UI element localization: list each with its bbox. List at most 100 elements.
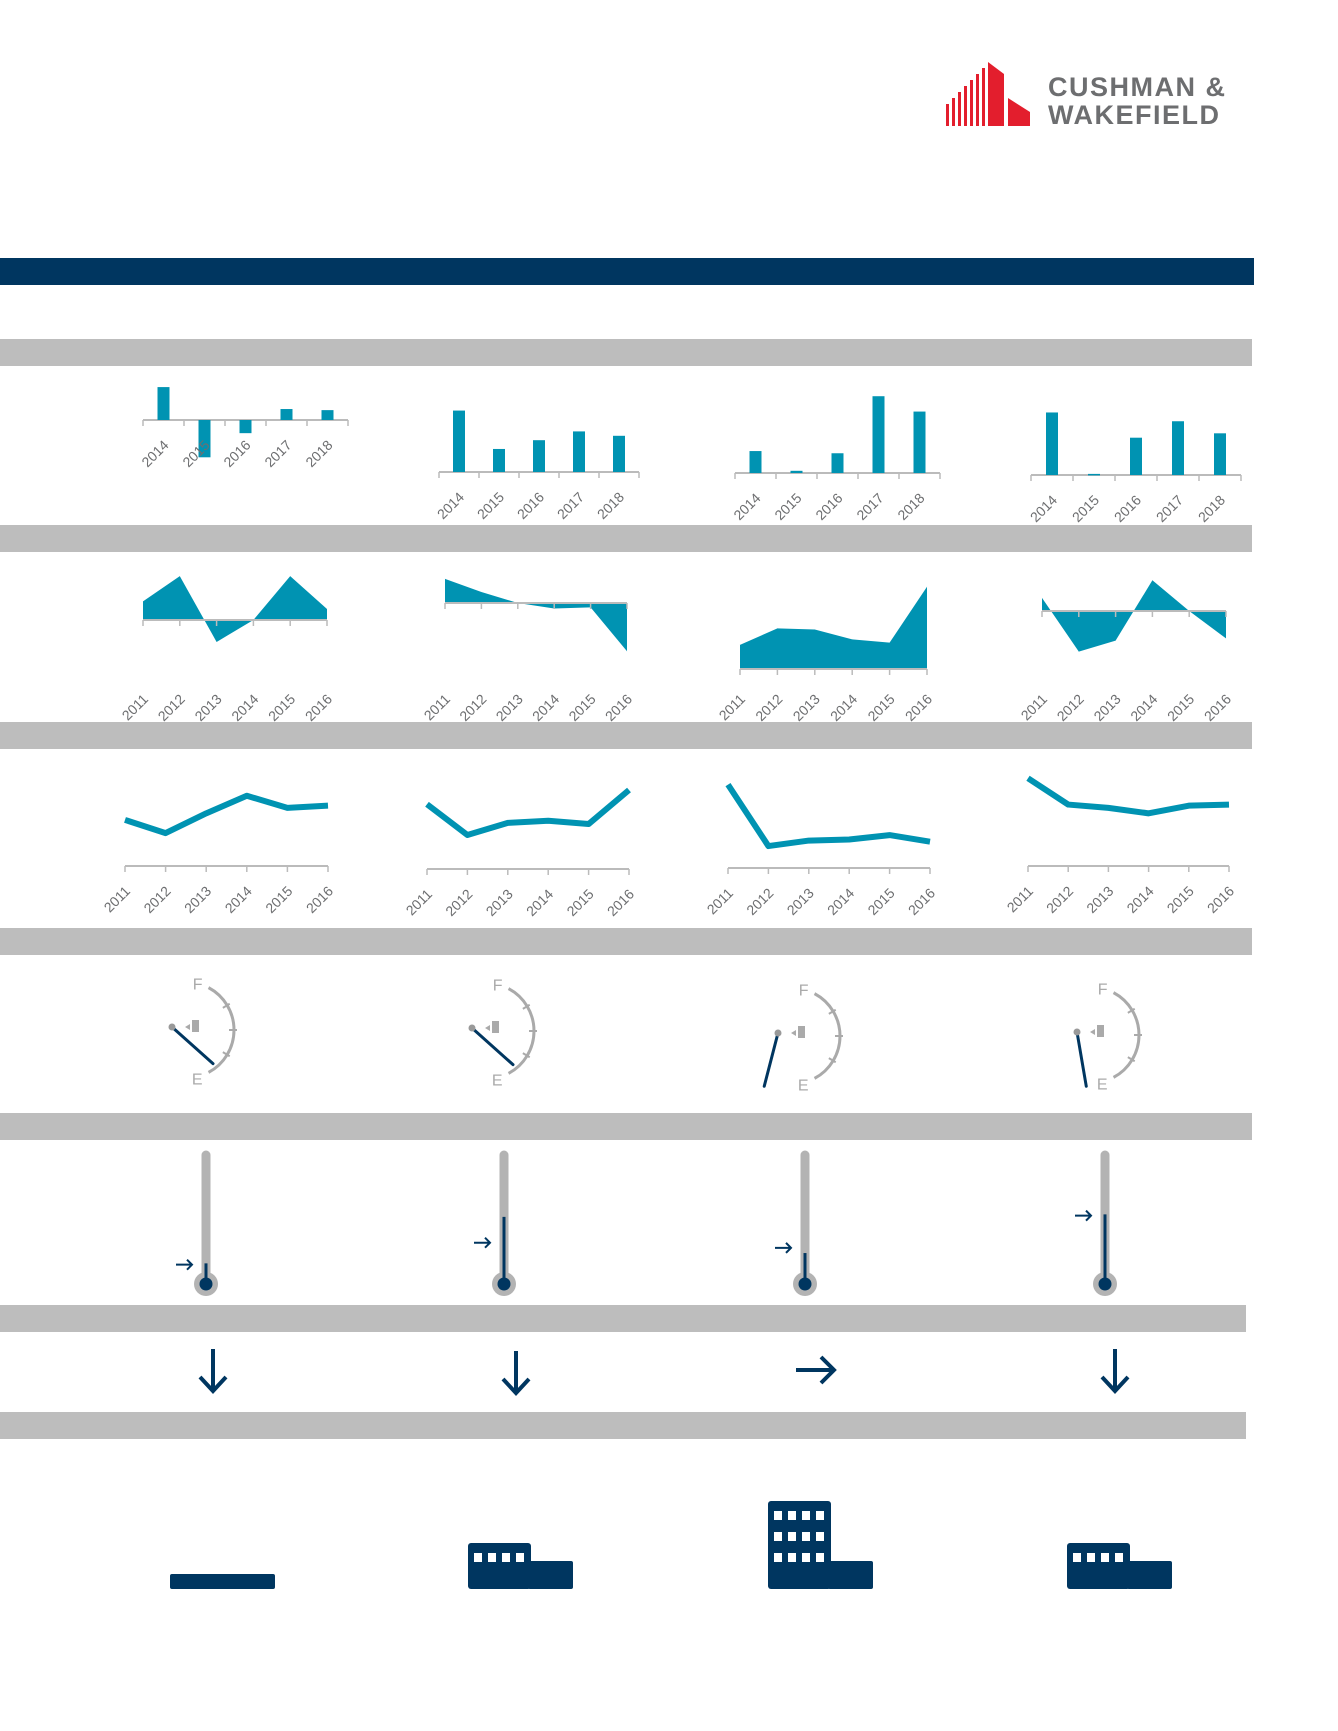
gauge-tick	[522, 1052, 531, 1059]
x-tick-label: 2014	[827, 691, 860, 724]
x-tick-label: 2016	[905, 885, 938, 918]
x-tick-label: 2015	[1164, 691, 1197, 724]
bar-2014	[1046, 412, 1058, 475]
bar-2017	[872, 396, 885, 473]
bar-2018	[321, 410, 334, 420]
building-icon-2	[468, 1543, 573, 1589]
bar-2016	[1130, 437, 1142, 475]
gauge-pivot	[168, 1023, 176, 1031]
thermometer-marker-arrow-icon	[1075, 1209, 1093, 1222]
thermometer-icon-2	[474, 1150, 516, 1296]
fuel-pump-icon	[1090, 1025, 1104, 1037]
trend-arrow-down-icon	[1100, 1349, 1130, 1394]
x-tick-label: 2013	[1083, 883, 1116, 916]
x-tick-label: 2012	[743, 885, 776, 918]
x-tick-label: 2016	[303, 883, 336, 916]
pump-body	[798, 1026, 805, 1038]
building-tower	[768, 1501, 831, 1589]
bar-2018	[1214, 433, 1226, 475]
bar-2015	[790, 470, 803, 473]
x-tick-label: 2011	[716, 691, 749, 724]
gauge-full-label: F	[799, 983, 809, 1000]
bar-2018	[913, 411, 926, 473]
x-tick-label: 2014	[523, 886, 556, 919]
line-series-1	[124, 792, 329, 837]
gauge-tick	[828, 1057, 837, 1064]
building-window	[488, 1553, 496, 1562]
x-tick-label: 2012	[456, 691, 489, 724]
x-tick-label: 2013	[493, 691, 526, 724]
bar-tick-label: 2014	[730, 490, 763, 523]
x-tick-label: 2014	[824, 885, 857, 918]
pump-body	[492, 1021, 499, 1033]
x-tick-label: 2011	[704, 885, 737, 918]
bar-tick-label: 2017	[554, 489, 587, 522]
fuel-gauge-3: FE	[762, 983, 843, 1094]
thermometer-icon-1	[176, 1150, 218, 1296]
x-tick-label: 2011	[403, 886, 436, 919]
logo-text-line2: WAKEFIELD	[1048, 100, 1221, 130]
x-tick-label: 2013	[1090, 691, 1123, 724]
bar-2016	[239, 420, 252, 434]
gauge-empty-label: E	[492, 1072, 503, 1089]
gauge-needle	[470, 1026, 515, 1067]
x-tick-label: 2012	[140, 883, 173, 916]
x-tick-label: 2012	[442, 886, 475, 919]
building-window	[816, 1511, 824, 1520]
bar-2015	[1088, 473, 1100, 476]
section-band-5	[0, 1113, 1252, 1140]
building-window	[774, 1532, 782, 1541]
x-tick-label: 2014	[529, 691, 562, 724]
gauge-tick	[1127, 1056, 1136, 1063]
thermometer-marker-arrow-icon	[176, 1258, 194, 1271]
building-base	[170, 1574, 275, 1589]
bar-2014	[453, 410, 465, 472]
x-tick-label: 2015	[563, 886, 596, 919]
bar-tick-label: 2016	[220, 437, 253, 470]
gauge-tick	[1127, 1007, 1136, 1014]
x-tick-label: 2013	[790, 691, 823, 724]
bar-tick-label: 2014	[1027, 492, 1060, 525]
x-tick-label: 2016	[302, 691, 335, 724]
building-tower	[468, 1543, 531, 1589]
x-tick-label: 2013	[784, 885, 817, 918]
header-band	[0, 258, 1254, 285]
x-tick-label: 2016	[604, 886, 637, 919]
x-tick-label: 2015	[864, 885, 897, 918]
bar-tick-label: 2016	[514, 489, 547, 522]
area-series-1	[143, 576, 327, 642]
building-window	[788, 1511, 796, 1520]
x-tick-label: 2015	[864, 691, 897, 724]
building-window	[802, 1511, 810, 1520]
gauge-needle	[762, 1031, 780, 1088]
trend-arrow-down-icon	[198, 1349, 228, 1394]
x-tick-label: 2011	[1004, 883, 1037, 916]
x-tick-label: 2012	[155, 691, 188, 724]
bar-2014	[157, 387, 170, 420]
x-tick-label: 2011	[1018, 691, 1051, 724]
x-tick-label: 2011	[421, 691, 454, 724]
building-wing	[1127, 1561, 1172, 1589]
section-band-4	[0, 928, 1252, 955]
gauge-full-label: F	[1098, 982, 1108, 999]
bar-tick-label: 2016	[812, 490, 845, 523]
gauge-tick	[828, 1008, 837, 1015]
line-series-4	[1026, 775, 1230, 817]
bar-2014	[749, 451, 762, 473]
building-window	[1101, 1553, 1109, 1562]
x-tick-label: 2012	[1054, 691, 1087, 724]
gauge-needle	[1075, 1030, 1088, 1088]
x-tick-label: 2013	[483, 886, 516, 919]
building-window	[516, 1553, 524, 1562]
building-window	[1073, 1553, 1081, 1562]
gauge-tick	[522, 1003, 531, 1010]
x-tick-label: 2015	[1164, 883, 1197, 916]
x-tick-label: 2016	[1204, 883, 1237, 916]
bar-tick-label: 2017	[1153, 492, 1186, 525]
bar-2018	[613, 435, 625, 472]
section-band-2	[0, 525, 1252, 552]
fuel-gauge-4: FE	[1073, 982, 1142, 1093]
building-wing	[828, 1561, 873, 1589]
building-window	[502, 1553, 510, 1562]
